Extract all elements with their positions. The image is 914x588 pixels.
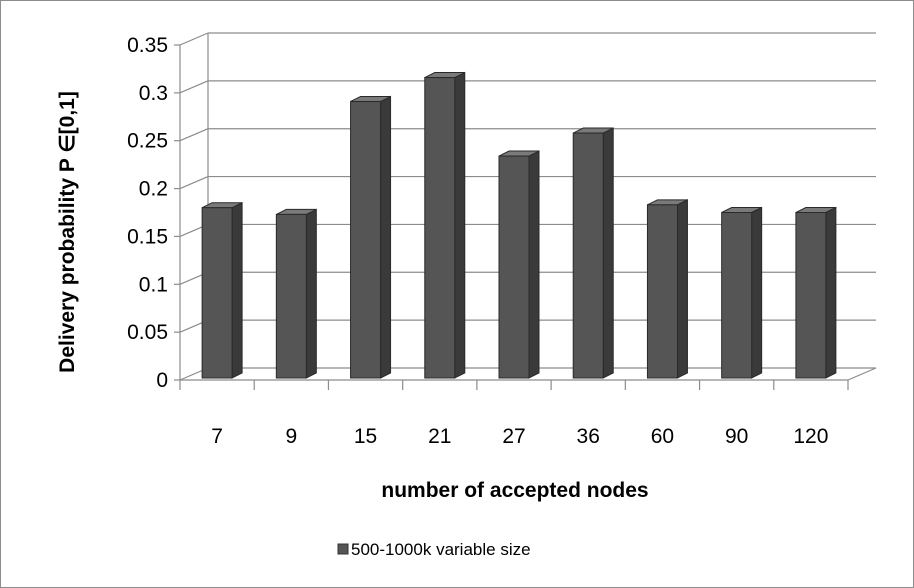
- bar: [795, 206, 837, 379]
- bar-side: [231, 201, 243, 379]
- x-tick-label: 21: [428, 425, 451, 448]
- x-tick-label: 9: [285, 425, 297, 448]
- x-axis-title: number of accepted nodes: [381, 479, 648, 502]
- bar-front: [350, 100, 382, 379]
- x-tick-label: 90: [725, 425, 748, 448]
- y-tick-label: 0.3: [139, 82, 168, 105]
- legend-label: 500-1000k variable size: [351, 540, 531, 559]
- x-tick-label: 7: [211, 425, 223, 448]
- gridline-side: [179, 128, 209, 142]
- bar-side: [454, 71, 466, 379]
- x-tick-label: 27: [502, 425, 525, 448]
- bar-side: [676, 199, 688, 379]
- y-axis-title: Delivery probability P ∈[0,1]: [56, 91, 79, 373]
- bar: [721, 206, 763, 379]
- bar-front: [275, 213, 307, 379]
- grid: [174, 32, 877, 381]
- bar-side: [602, 127, 614, 379]
- y-tick-label: 0.1: [139, 273, 168, 296]
- gridline-side: [179, 80, 209, 94]
- x-axis-ticks: 7 9 15 21 27 36 60 90 120: [179, 380, 849, 448]
- bar-side: [751, 206, 763, 379]
- bar: [275, 208, 317, 379]
- x-tick-label: 15: [354, 425, 377, 448]
- gridline-side: [179, 32, 209, 46]
- bar-side: [528, 150, 540, 379]
- x-tick-label: 60: [651, 425, 674, 448]
- y-tick-label: 0.25: [127, 130, 168, 153]
- y-tick-label: 0.15: [127, 225, 168, 248]
- bar: [498, 150, 540, 379]
- y-tick-label: 0.35: [127, 34, 168, 57]
- y-axis-ticks: 0 0.05 0.1 0.15 0.2 0.25 0.3 0.35: [127, 34, 168, 392]
- y-tick-label: 0: [156, 369, 168, 392]
- y-tick-label: 0.2: [139, 178, 168, 201]
- bar-front: [201, 207, 233, 379]
- gridline-side: [179, 176, 209, 190]
- floor-right-edge: [847, 367, 877, 381]
- x-tick-label: 36: [577, 425, 600, 448]
- bar-front: [498, 155, 530, 379]
- x-tick-label: 120: [793, 425, 828, 448]
- y-tick-label: 0.05: [127, 321, 168, 344]
- bar: [201, 201, 243, 379]
- bar: [646, 199, 688, 379]
- bar-front: [721, 212, 753, 379]
- bar: [572, 127, 614, 379]
- bar-side: [305, 208, 317, 379]
- legend-swatch: [337, 543, 349, 555]
- bars: [201, 71, 837, 379]
- legend: 500-1000k variable size: [337, 540, 531, 559]
- bar-side: [380, 95, 392, 379]
- bar: [350, 95, 392, 379]
- bar-front: [424, 77, 456, 379]
- bar: [424, 71, 466, 379]
- bar-front: [646, 204, 678, 379]
- bar-front: [795, 212, 827, 379]
- bar-front: [572, 132, 604, 379]
- bar-side: [825, 206, 837, 379]
